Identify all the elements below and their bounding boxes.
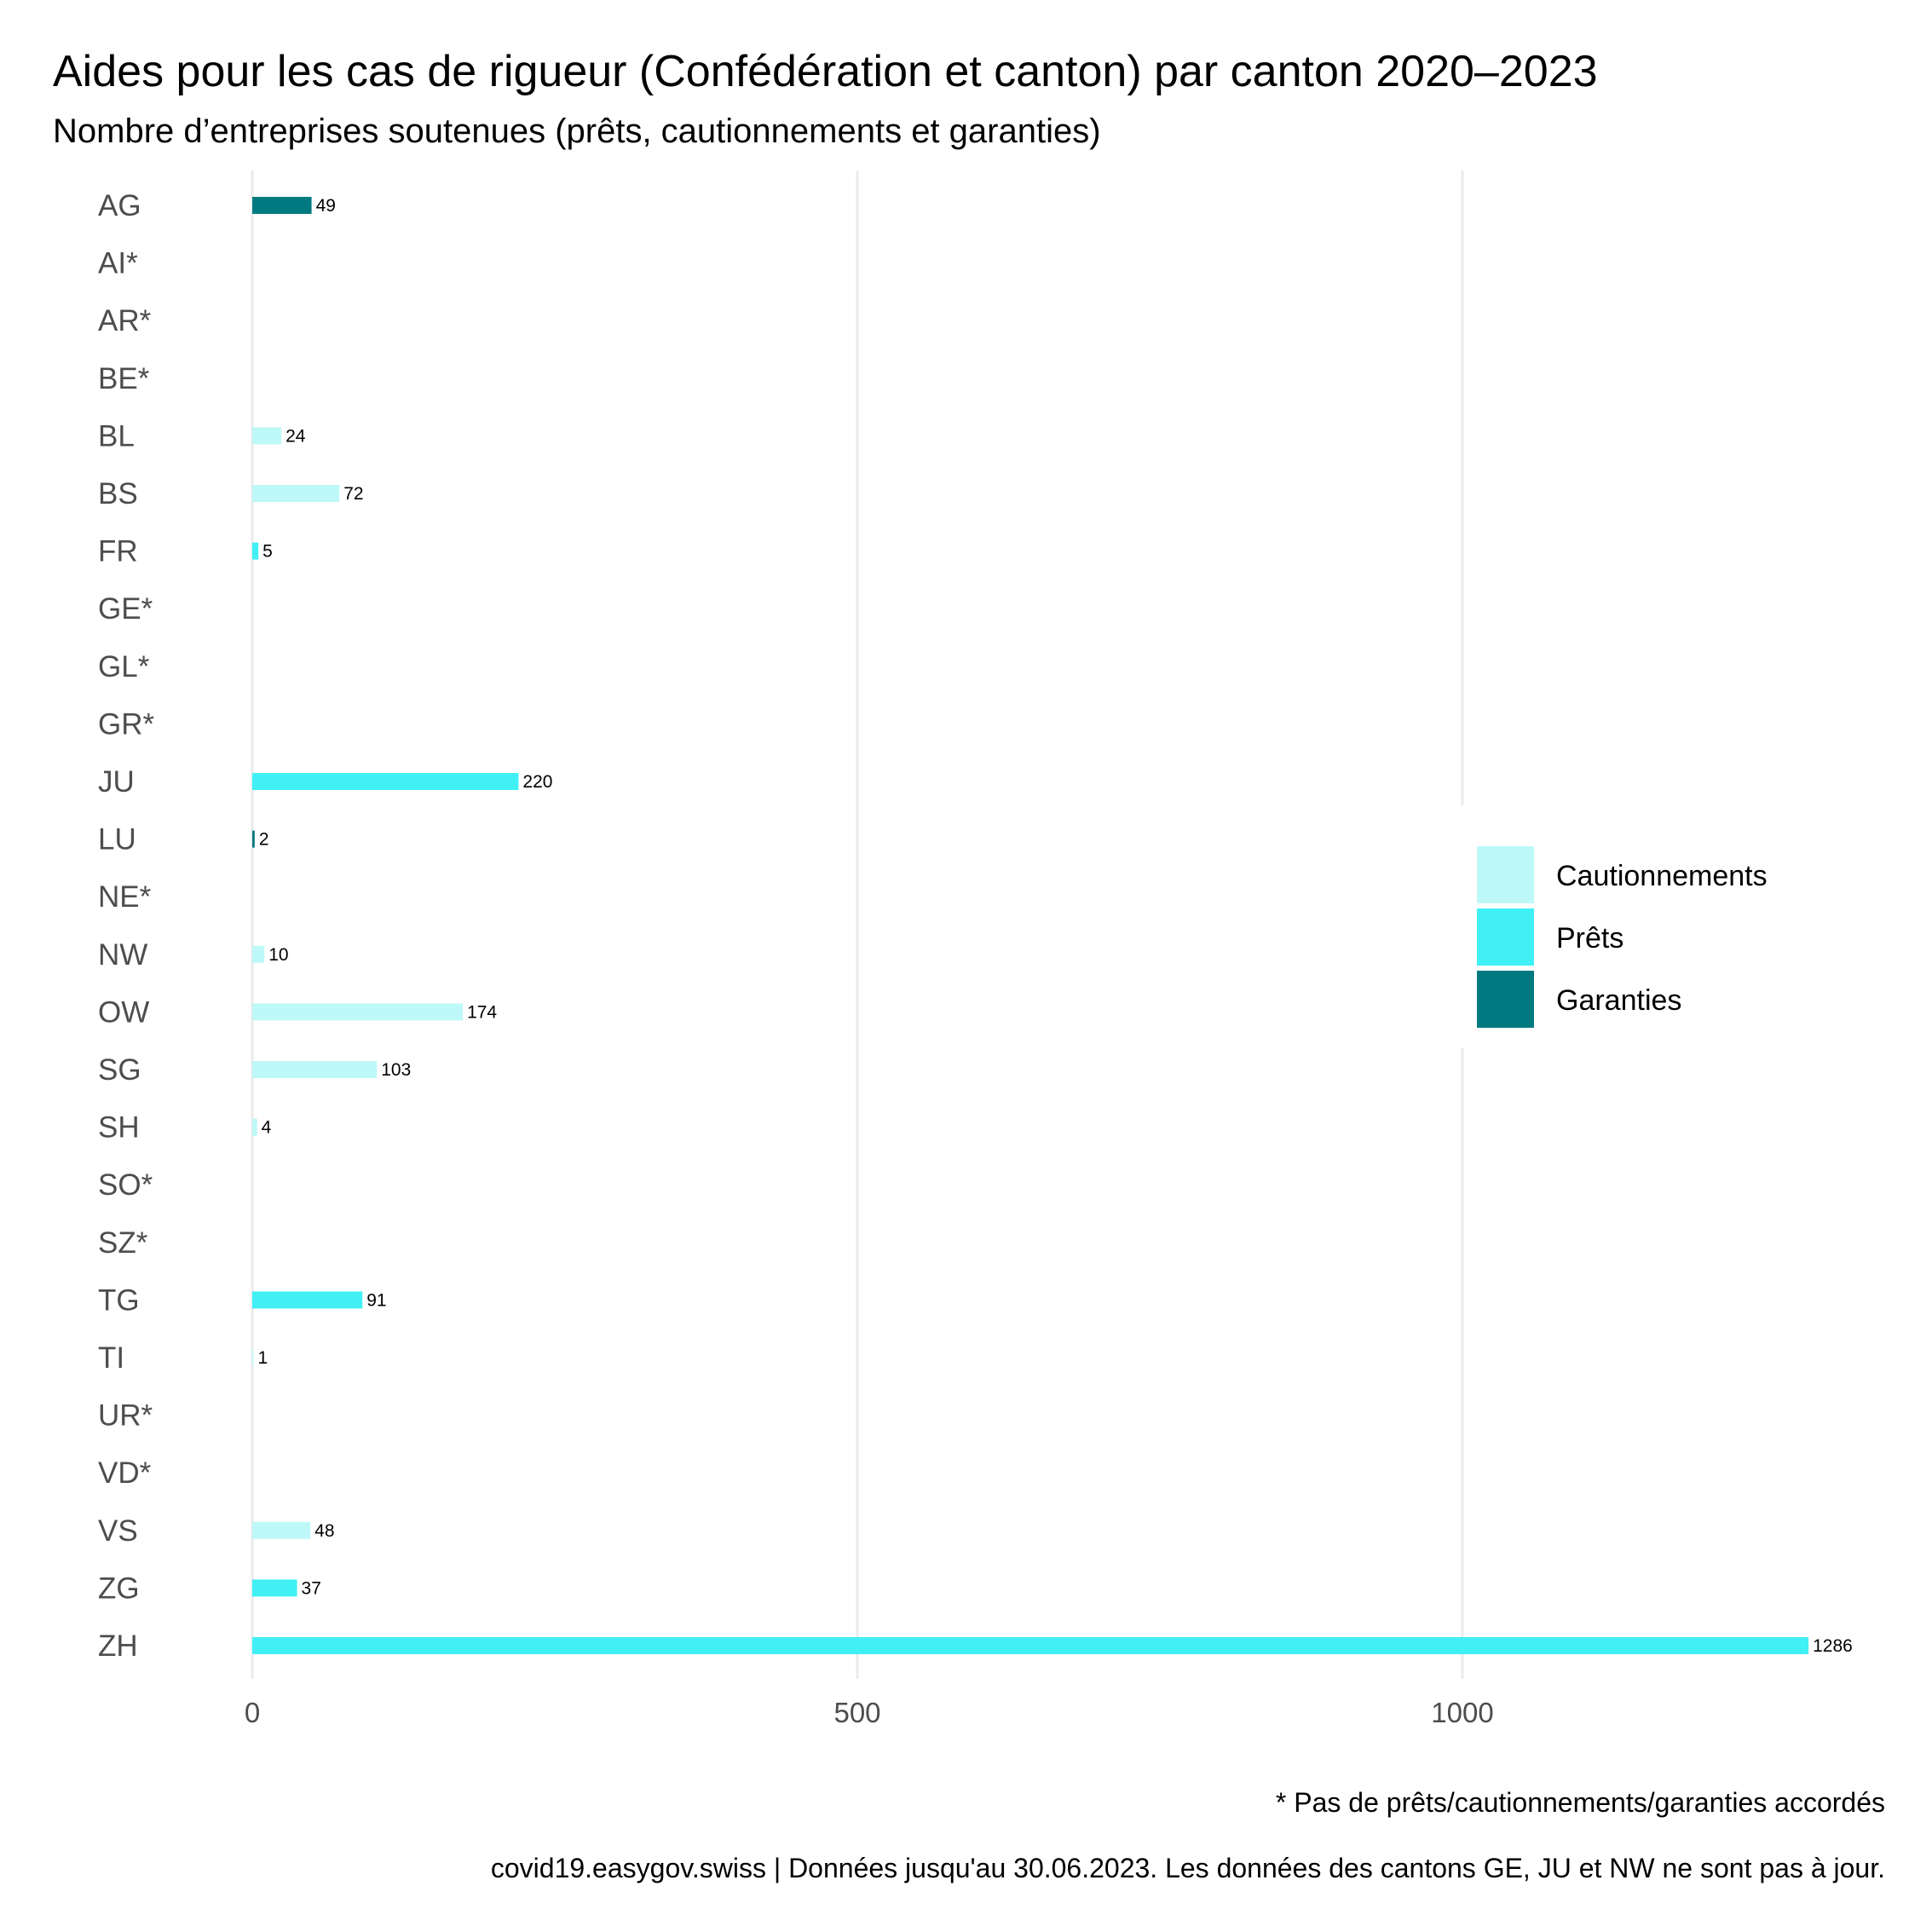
bar-LU-garanties: [252, 830, 255, 848]
y-tick-label-TG: TG: [98, 1283, 140, 1317]
chart-title: Aides pour les cas de rigueur (Confédéra…: [53, 47, 1598, 96]
bar-AG-garanties: [252, 197, 312, 214]
data-label-LU: 2: [259, 830, 269, 850]
y-tick-label-OW: OW: [98, 995, 149, 1029]
gridlines: [251, 170, 1464, 1679]
y-tick-label-NE: NE*: [98, 880, 152, 914]
bar-NW-cautionnements: [252, 945, 265, 963]
x-tick-label-0: 0: [245, 1697, 260, 1728]
x-tick-label-2: 1000: [1431, 1697, 1493, 1728]
data-label-OW: 174: [467, 1002, 497, 1022]
caption-source: covid19.easygov.swiss | Données jusqu'au…: [491, 1853, 1885, 1883]
bar-FR-prêts: [252, 542, 259, 560]
data-label-BS: 72: [343, 484, 363, 504]
legend-label-cautionnements: Cautionnements: [1556, 860, 1768, 892]
data-label-FR: 5: [262, 542, 273, 562]
bar-BL-cautionnements: [252, 427, 282, 445]
y-tick-label-AI: AI*: [98, 247, 138, 280]
y-tick-label-UR: UR*: [98, 1399, 153, 1433]
chart-subtitle: Nombre d’entreprises soutenues (prêts, c…: [53, 112, 1101, 150]
bar-VS-cautionnements: [252, 1521, 311, 1539]
data-label-TI: 1: [258, 1348, 268, 1368]
data-label-SG: 103: [381, 1060, 411, 1080]
y-tick-label-VS: VS: [98, 1514, 138, 1548]
y-tick-label-BE: BE*: [98, 362, 150, 395]
caption-note: * Pas de prêts/cautionnements/garanties …: [1276, 1787, 1885, 1818]
y-tick-label-GR: GR*: [98, 707, 155, 741]
x-axis-tick-labels: 0 500 1000: [245, 1697, 1494, 1728]
bar-TI-cautionnements: [252, 1349, 254, 1366]
bars: [252, 197, 1809, 1654]
y-tick-label-SZ: SZ*: [98, 1226, 148, 1260]
data-label-NW: 10: [268, 945, 288, 965]
data-label-JU: 220: [522, 772, 552, 792]
y-tick-label-NW: NW: [98, 938, 147, 972]
bar-SG-cautionnements: [252, 1061, 378, 1078]
data-labels: 24 72 10 174 103 4 1 48 5 220 91 37 1286 49 2: [258, 196, 1853, 1656]
legend-label-prêts: Prêts: [1556, 922, 1623, 954]
data-label-ZG: 37: [302, 1578, 321, 1598]
y-tick-label-BS: BS: [98, 477, 138, 510]
y-tick-label-SG: SG: [98, 1053, 141, 1087]
bar-BS-cautionnements: [252, 485, 340, 502]
legend-key-garanties: [1477, 971, 1534, 1028]
y-tick-label-FR: FR: [98, 535, 138, 568]
bar-JU-prêts: [252, 773, 519, 790]
legend: Cautionnements Prêts Garanties: [1477, 846, 1768, 1028]
y-tick-label-BL: BL: [98, 419, 135, 453]
y-tick-label-ZG: ZG: [98, 1572, 140, 1605]
bar-ZG-prêts: [252, 1579, 297, 1597]
data-label-AG: 49: [316, 196, 336, 216]
y-tick-label-LU: LU: [98, 823, 136, 856]
y-axis-tick-labels: AG AI* AR* BE* BL BS FR GE* GL* GR* JU LU NE* NW OW SG S…: [98, 189, 155, 1663]
y-tick-label-TI: TI: [98, 1341, 124, 1375]
y-tick-label-AR: AR*: [98, 304, 152, 337]
legend-key-cautionnements: [1477, 846, 1534, 903]
y-tick-label-ZH: ZH: [98, 1629, 138, 1663]
y-tick-label-JU: JU: [98, 765, 135, 799]
data-label-TG: 91: [366, 1290, 386, 1310]
y-tick-label-VD: VD*: [98, 1456, 152, 1490]
y-tick-label-GE: GE*: [98, 592, 153, 626]
bar-TG-prêts: [252, 1291, 363, 1309]
data-label-SH: 4: [262, 1118, 272, 1138]
bar-SH-cautionnements: [252, 1118, 257, 1136]
y-tick-label-GL: GL*: [98, 650, 150, 683]
data-label-ZH: 1286: [1813, 1636, 1853, 1656]
x-tick-label-1: 500: [833, 1697, 880, 1728]
bar-OW-cautionnements: [252, 1003, 464, 1021]
y-tick-label-SH: SH: [98, 1111, 140, 1145]
y-tick-label-AG: AG: [98, 189, 141, 222]
y-tick-label-SO: SO*: [98, 1168, 153, 1202]
legend-key-prêts: [1477, 908, 1534, 966]
legend-label-garanties: Garanties: [1556, 984, 1681, 1017]
data-label-VS: 48: [314, 1521, 334, 1541]
data-label-BL: 24: [285, 426, 306, 446]
bar-ZH-prêts: [252, 1637, 1809, 1654]
